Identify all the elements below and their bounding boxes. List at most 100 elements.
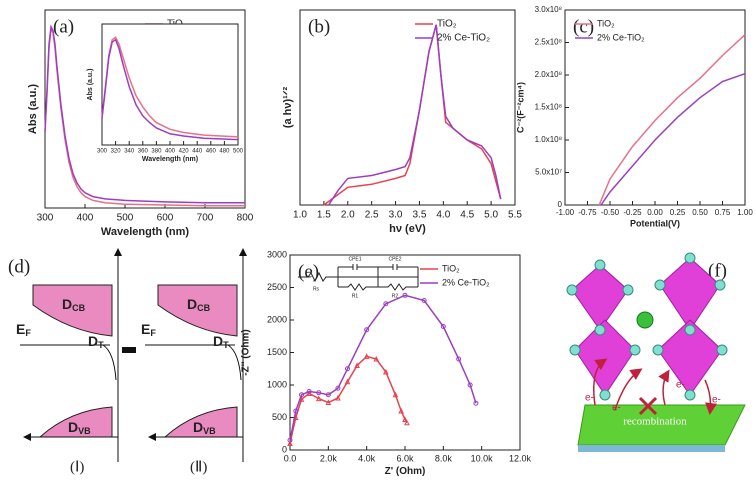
x-tick-label: 420 <box>179 149 190 155</box>
recombination-label: recombination <box>623 416 687 428</box>
y-tick-label: 1000 <box>267 379 287 389</box>
x-tick-label: 1.0 <box>293 210 307 221</box>
x-tick-label: 0.50 <box>692 208 708 217</box>
x-tick-label: 360 <box>138 149 149 155</box>
conduction-band <box>32 284 113 337</box>
legend-label: TiO₂ <box>437 19 457 30</box>
svg-text:EF: EF <box>141 321 156 339</box>
data-point <box>325 392 331 398</box>
y-axis-label: -Z'' (Ohm) <box>241 329 252 375</box>
y-axis-label: C⁻²(F⁻²cm⁴) <box>515 82 525 133</box>
x-tick-label: 0.00 <box>647 208 663 217</box>
electron-label: e- <box>612 403 621 414</box>
label-sub: CB <box>72 303 85 313</box>
x-tick-label: 2.5 <box>365 210 379 221</box>
data-point <box>383 368 389 375</box>
data-point <box>344 378 351 385</box>
data-point <box>392 391 399 398</box>
label: D <box>88 333 98 349</box>
x-tick-label: -1.00 <box>556 208 575 217</box>
circuit-label: CPE2 <box>388 256 401 262</box>
data-point <box>345 366 350 372</box>
panel-label: (d) <box>8 256 30 277</box>
y-tick-label: 2000 <box>267 314 287 324</box>
svg-text:DVB: DVB <box>193 419 216 437</box>
data-point <box>421 298 427 303</box>
data-point <box>473 400 479 406</box>
data-line <box>289 294 477 441</box>
y-tick-label: 2500 <box>267 282 287 292</box>
x-tick-label: -0.25 <box>623 208 642 217</box>
legend-label: 2% Ce-TiO₂ <box>597 32 645 42</box>
electron-paths <box>593 358 718 416</box>
panel-label: (f) <box>708 260 727 281</box>
data-point <box>287 437 293 443</box>
x-tick-label: 400 <box>165 149 176 155</box>
legend-label: TiO₂ <box>442 263 460 273</box>
electron-label: e- <box>676 380 685 391</box>
data-point <box>354 362 360 368</box>
y-tick-label: 0 <box>558 200 563 209</box>
label: D <box>213 333 223 349</box>
x-tick-label: 700 <box>197 213 214 224</box>
y-axis-label: Abs (a.u.) <box>27 84 39 134</box>
data-line <box>44 24 245 204</box>
x-tick-label: 4.5 <box>460 210 474 221</box>
data-point <box>287 440 293 446</box>
x-tick-label: 12.0k <box>509 453 532 463</box>
y-tick-label: 3000 <box>267 249 287 259</box>
label-sub: CB <box>197 303 210 313</box>
y-tick-label: 2.5x10⁸ <box>535 38 562 47</box>
label: D <box>68 419 78 435</box>
y-tick-label: 1.5x10⁸ <box>535 103 562 112</box>
x-tick-label: 300 <box>97 149 108 155</box>
data-point <box>373 355 380 362</box>
x-tick-label: 8.0k <box>435 453 453 463</box>
circuit-label: R2 <box>392 293 399 299</box>
x-tick-label: 440 <box>192 149 203 155</box>
svg-text:DCB: DCB <box>62 296 86 314</box>
x-tick-label: 6.0k <box>396 453 414 463</box>
data-point <box>335 394 341 401</box>
panel-label: (c) <box>573 16 594 37</box>
cation <box>636 311 654 329</box>
svg-text:DT: DT <box>213 333 229 351</box>
band-case-1: DCB DT EF DVB (Ⅰ) <box>16 248 122 475</box>
band-bending <box>102 344 117 381</box>
label-sub: VB <box>78 426 91 436</box>
circuit-label: R1 <box>352 293 359 299</box>
x-axis-label: Potential(V) <box>630 219 680 229</box>
x-tick-label: 1.5 <box>317 210 331 221</box>
electron-label: e- <box>585 393 594 404</box>
plot-frame <box>299 9 516 206</box>
data-point <box>306 389 312 394</box>
data-line <box>328 24 502 206</box>
data-point <box>363 353 370 359</box>
octahedra <box>571 257 723 396</box>
svg-text:DVB: DVB <box>68 419 91 437</box>
circuit-label: Rs <box>313 286 320 292</box>
x-axis-label: Wavelength (nm) <box>101 226 190 238</box>
panel-label: (a) <box>53 16 74 37</box>
x-tick-label: 0.0 <box>284 453 297 463</box>
plot-frame <box>101 23 239 146</box>
data-point <box>299 392 304 398</box>
label: E <box>16 321 25 337</box>
y-tick-label: 500 <box>272 412 287 422</box>
x-tick-label: 1.00 <box>737 208 753 217</box>
band-case-2: D CB DT EF DVB (Ⅱ) <box>141 248 247 475</box>
label: E <box>141 321 150 337</box>
label-sub: T <box>98 340 104 350</box>
x-axis-label: Z' (Ohm) <box>385 466 426 477</box>
y-tick-label: 2.0x10⁸ <box>535 70 562 79</box>
x-tick-label: 600 <box>157 213 174 224</box>
band-diagram: (d) DCB DT EF DVB (Ⅰ) DCB DT EF DVB <box>8 248 247 475</box>
case-label: (Ⅰ) <box>70 459 84 475</box>
circuit: Rs CPE1 R1 CPE2 R2 <box>298 256 419 299</box>
substrate-edge <box>578 445 725 452</box>
data-point <box>315 395 322 402</box>
x-tick-label: -0.75 <box>578 208 597 217</box>
case-label: (Ⅱ) <box>190 459 207 475</box>
circuit-wire <box>298 267 419 287</box>
